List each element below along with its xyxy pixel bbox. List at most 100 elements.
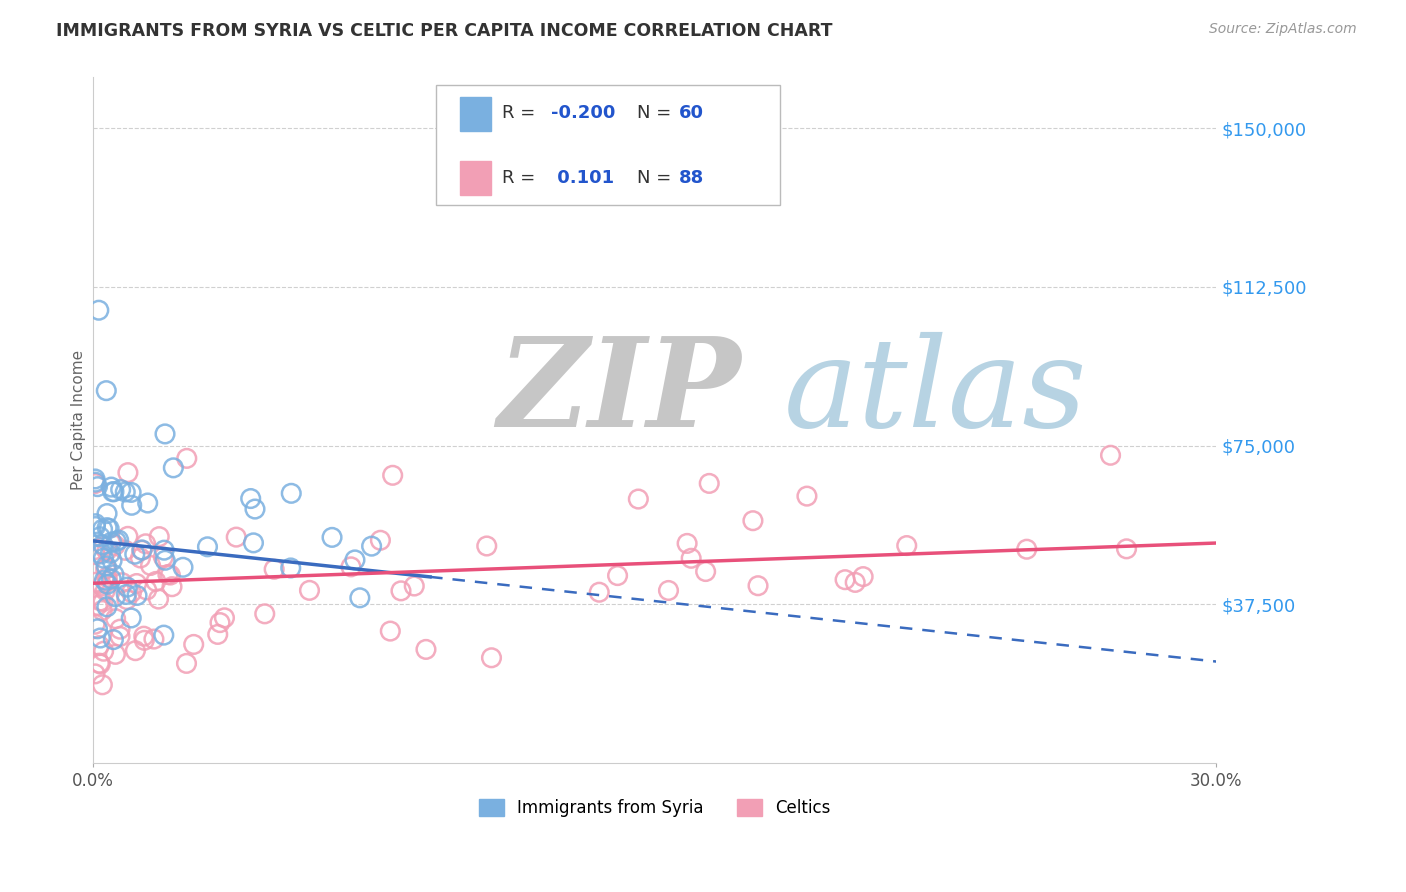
Point bbox=[172, 560, 194, 574]
Point bbox=[131, 543, 153, 558]
Point bbox=[747, 579, 769, 593]
Point bbox=[86, 599, 108, 613]
Point bbox=[148, 592, 170, 607]
Point bbox=[844, 575, 866, 590]
Point bbox=[321, 530, 343, 544]
Point bbox=[107, 533, 129, 547]
Point bbox=[152, 550, 174, 565]
Point bbox=[475, 539, 498, 553]
Point bbox=[1115, 541, 1137, 556]
Point bbox=[117, 529, 139, 543]
Point bbox=[108, 622, 131, 636]
Text: -0.200: -0.200 bbox=[551, 104, 616, 122]
Point bbox=[796, 489, 818, 503]
Point bbox=[136, 496, 159, 510]
Point bbox=[84, 519, 107, 533]
Point bbox=[84, 542, 107, 557]
Point bbox=[93, 573, 115, 587]
Point bbox=[380, 624, 402, 639]
Point bbox=[153, 628, 176, 642]
Point bbox=[100, 535, 122, 549]
Point bbox=[120, 585, 142, 599]
Point bbox=[242, 536, 264, 550]
Point bbox=[96, 521, 118, 535]
Point bbox=[404, 579, 426, 593]
Point bbox=[93, 551, 115, 566]
Point bbox=[1015, 542, 1038, 557]
Point bbox=[84, 516, 107, 531]
Text: N =: N = bbox=[637, 104, 676, 122]
Point bbox=[89, 594, 111, 608]
Text: IMMIGRANTS FROM SYRIA VS CELTIC PER CAPITA INCOME CORRELATION CHART: IMMIGRANTS FROM SYRIA VS CELTIC PER CAPI… bbox=[56, 22, 832, 40]
Point bbox=[115, 592, 138, 607]
Point bbox=[280, 486, 302, 500]
Point bbox=[657, 583, 679, 598]
Point bbox=[153, 426, 176, 441]
Point bbox=[103, 484, 125, 499]
Point bbox=[100, 480, 122, 494]
Point bbox=[207, 627, 229, 641]
Point bbox=[93, 540, 115, 554]
Point bbox=[135, 582, 157, 597]
Point bbox=[280, 561, 302, 575]
Point bbox=[134, 633, 156, 648]
Point bbox=[84, 666, 107, 681]
Point bbox=[89, 639, 111, 653]
Point bbox=[131, 543, 153, 558]
Point bbox=[96, 543, 118, 558]
Text: R =: R = bbox=[502, 104, 541, 122]
Point bbox=[148, 530, 170, 544]
Point bbox=[340, 559, 363, 574]
Point bbox=[896, 539, 918, 553]
Point bbox=[415, 642, 437, 657]
Point bbox=[162, 460, 184, 475]
Point bbox=[103, 632, 125, 647]
Point bbox=[129, 551, 152, 566]
Point bbox=[159, 568, 181, 582]
Point bbox=[263, 562, 285, 576]
Point bbox=[96, 507, 118, 521]
Point bbox=[86, 480, 108, 494]
Point bbox=[87, 303, 110, 318]
Point bbox=[84, 472, 107, 486]
Point bbox=[115, 580, 138, 594]
Point bbox=[100, 572, 122, 586]
Point bbox=[89, 656, 111, 670]
Point bbox=[96, 577, 118, 591]
Point bbox=[96, 384, 118, 398]
Point bbox=[84, 548, 107, 562]
Point bbox=[84, 617, 107, 632]
Point bbox=[114, 543, 136, 558]
Point bbox=[360, 539, 382, 553]
Text: 88: 88 bbox=[679, 169, 704, 186]
Point bbox=[676, 536, 699, 550]
Point bbox=[125, 589, 148, 603]
Point bbox=[96, 570, 118, 584]
Point bbox=[120, 485, 142, 500]
Point bbox=[183, 637, 205, 651]
Point bbox=[742, 514, 765, 528]
Point bbox=[94, 562, 117, 576]
Point bbox=[101, 484, 124, 499]
Point bbox=[681, 551, 703, 566]
Point bbox=[481, 650, 503, 665]
Point bbox=[84, 475, 107, 489]
Point bbox=[124, 547, 146, 561]
Point bbox=[253, 607, 276, 621]
Point bbox=[153, 543, 176, 558]
Point bbox=[124, 643, 146, 657]
Point bbox=[105, 534, 128, 549]
Point bbox=[343, 553, 366, 567]
Point bbox=[132, 629, 155, 643]
Point bbox=[96, 574, 118, 589]
Point bbox=[156, 567, 179, 582]
Point bbox=[135, 537, 157, 551]
Text: R =: R = bbox=[502, 169, 541, 186]
Point bbox=[588, 585, 610, 599]
Text: 0.101: 0.101 bbox=[551, 169, 614, 186]
Point bbox=[103, 567, 125, 582]
Point bbox=[214, 611, 236, 625]
Point bbox=[117, 466, 139, 480]
Point bbox=[243, 502, 266, 516]
Point bbox=[606, 568, 628, 582]
